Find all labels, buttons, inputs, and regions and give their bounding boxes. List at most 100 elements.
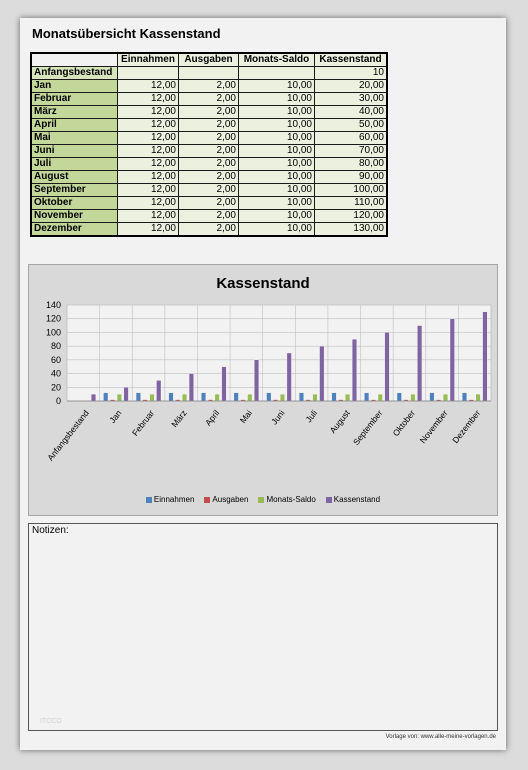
cell-ausgaben: 2,00 — [178, 183, 239, 197]
page-title: Monatsübersicht Kassenstand — [32, 26, 221, 41]
table-row: Dezember 12,00 2,00 10,00 130,00 — [30, 222, 388, 237]
cell-saldo: 10,00 — [238, 105, 315, 119]
legend-label: Monats-Saldo — [266, 495, 316, 504]
bar-monats-saldo — [149, 393, 155, 402]
x-tick-label: September — [351, 408, 385, 447]
legend-item: Einnahmen — [145, 495, 194, 504]
header-kassenstand: Kassenstand — [314, 52, 388, 67]
legend-label: Ausgaben — [212, 495, 249, 504]
cell-kassenstand: 30,00 — [314, 92, 388, 106]
table-row: Mai 12,00 2,00 10,00 60,00 — [30, 131, 388, 145]
table-row: März 12,00 2,00 10,00 40,00 — [30, 105, 388, 119]
notes-box[interactable]: Notizen: — [28, 523, 498, 731]
row-label: Jan — [30, 79, 118, 93]
cell-kassenstand: 10 — [314, 66, 388, 80]
cell-kassenstand: 20,00 — [314, 79, 388, 93]
cell-kassenstand: 100,00 — [314, 183, 388, 197]
row-label: Februar — [30, 92, 118, 106]
chart-area: Kassenstand 0 20 40 60 80 100 120 140 Anfangsbes… — [28, 264, 498, 516]
table-row: Juni 12,00 2,00 10,00 70,00 — [30, 144, 388, 158]
cell-kassenstand: 40,00 — [314, 105, 388, 119]
row-label: Dezember — [30, 222, 118, 237]
cell-saldo: 10,00 — [238, 92, 315, 106]
y-tick-label: 80 — [51, 341, 61, 351]
x-tick-label: Dezember — [450, 408, 482, 445]
bar-kassenstand — [449, 318, 455, 402]
bar-kassenstand — [91, 393, 96, 402]
row-label: September — [30, 183, 118, 197]
bar-kassenstand — [254, 359, 259, 402]
cell-saldo: 10,00 — [238, 222, 315, 237]
cell-saldo: 10,00 — [238, 118, 315, 132]
cell-einnahmen: 12,00 — [117, 105, 179, 119]
notes-label: Notizen: — [32, 525, 69, 536]
row-label: Juni — [30, 144, 118, 158]
chart-legend: Einnahmen Ausgaben Monats-Saldo Kassenstand — [29, 495, 497, 504]
legend-swatch — [258, 496, 265, 503]
bar-kassenstand — [123, 387, 129, 402]
bar-einnahmen — [103, 392, 109, 402]
table-row: Februar 12,00 2,00 10,00 30,00 — [30, 92, 388, 106]
table-row: Anfangsbestand 10 — [30, 66, 388, 80]
table-row: Jan 12,00 2,00 10,00 20,00 — [30, 79, 388, 93]
cash-table: Einnahmen Ausgaben Monats-Saldo Kassenst… — [30, 52, 388, 237]
header-ausgaben: Ausgaben — [178, 52, 239, 67]
bar-kassenstand — [319, 345, 325, 402]
bar-chart: 0 20 40 60 80 100 120 140 Anfangsbestand Jan Febru… — [45, 300, 492, 463]
cell-kassenstand: 80,00 — [314, 157, 388, 171]
legend-item: Ausgaben — [204, 495, 248, 504]
bar-einnahmen — [396, 392, 402, 402]
x-tick-label: Juli — [303, 408, 319, 424]
cell-saldo: 10,00 — [238, 209, 315, 223]
bar-einnahmen — [462, 392, 467, 402]
bar-kassenstand — [221, 366, 227, 402]
y-tick-label: 100 — [46, 327, 61, 337]
cell-saldo: 10,00 — [238, 131, 315, 145]
cell-ausgaben: 2,00 — [178, 157, 239, 171]
legend-swatch — [145, 496, 152, 503]
bar-einnahmen — [168, 392, 174, 402]
cell-ausgaben: 2,00 — [178, 92, 239, 106]
cell-einnahmen: 12,00 — [117, 92, 179, 106]
legend-item: Monats-Saldo — [258, 495, 316, 504]
cell-einnahmen: 12,00 — [117, 222, 179, 237]
cell-ausgaben: 2,00 — [178, 118, 239, 132]
y-tick-label: 140 — [46, 300, 61, 310]
cell-kassenstand: 110,00 — [314, 196, 388, 210]
header-monats-saldo: Monats-Saldo — [238, 52, 315, 67]
x-tick-label: Jan — [107, 408, 123, 425]
cell-ausgaben: 2,00 — [178, 170, 239, 184]
cell-kassenstand: 130,00 — [314, 222, 388, 237]
bar-kassenstand — [384, 332, 390, 402]
y-tick-label: 20 — [51, 382, 61, 392]
cell-ausgaben — [178, 66, 239, 80]
table-row: September 12,00 2,00 10,00 100,00 — [30, 183, 388, 197]
bar-einnahmen — [233, 392, 239, 402]
cell-einnahmen: 12,00 — [117, 118, 179, 132]
cell-ausgaben: 2,00 — [178, 79, 239, 93]
x-tick-label: Juni — [269, 408, 287, 427]
footer-credit: Vorlage von: www.alle-meine-vorlagen.de — [385, 734, 496, 740]
cell-kassenstand: 120,00 — [314, 209, 388, 223]
bar-monats-saldo — [410, 393, 416, 402]
bar-einnahmen — [331, 392, 337, 402]
cell-ausgaben: 2,00 — [178, 196, 239, 210]
x-tick-label: Anfangsbestand — [45, 408, 91, 463]
table-row: Oktober 12,00 2,00 10,00 110,00 — [30, 196, 388, 210]
cell-einnahmen — [117, 66, 179, 80]
bar-einnahmen — [266, 392, 272, 402]
cell-kassenstand: 70,00 — [314, 144, 388, 158]
table-row: August 12,00 2,00 10,00 90,00 — [30, 170, 388, 184]
bar-einnahmen — [364, 392, 370, 402]
row-label: November — [30, 209, 118, 223]
table-header-row: Einnahmen Ausgaben Monats-Saldo Kassenst… — [31, 52, 388, 67]
y-tick-label: 120 — [46, 314, 61, 324]
row-label: März — [30, 105, 118, 119]
cell-kassenstand: 50,00 — [314, 118, 388, 132]
cell-einnahmen: 12,00 — [117, 209, 179, 223]
bar-kassenstand — [417, 325, 423, 402]
bar-einnahmen — [429, 392, 435, 402]
cell-saldo — [238, 66, 315, 80]
cell-saldo: 10,00 — [238, 183, 315, 197]
legend-label: Kassenstand — [333, 495, 381, 504]
